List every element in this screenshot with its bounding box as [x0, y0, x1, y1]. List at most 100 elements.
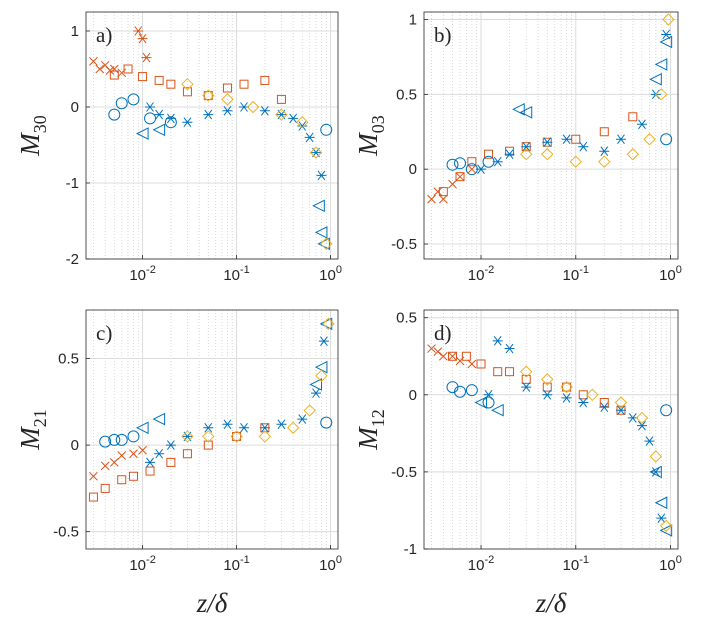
y-tick-label: -0.5	[391, 464, 417, 481]
data-point	[259, 105, 270, 116]
x-tick-label: 10-1	[223, 554, 249, 574]
data-point	[521, 374, 531, 384]
panel-c: 10-2 10-1 100 -0.5 0 0.5 c) M21 z/δ	[15, 309, 342, 618]
data-point	[427, 344, 436, 353]
data-point	[614, 396, 628, 409]
data-point	[541, 148, 554, 161]
data-point	[165, 113, 176, 124]
data-point	[482, 396, 495, 409]
data-point	[476, 164, 487, 174]
series-blue-circle	[446, 381, 673, 417]
data-point	[542, 137, 553, 148]
x-tick-label: 10-1	[223, 264, 249, 284]
panel-b: 10-2 10-1 100 -0.5 0 0.5 1 b) M03	[353, 11, 682, 284]
data-point	[315, 369, 328, 383]
x-tick-label: 10-1	[563, 554, 589, 574]
x-axis-label: z/δ	[196, 588, 228, 618]
data-point	[318, 336, 329, 346]
data-point	[152, 412, 166, 426]
data-point	[88, 492, 98, 502]
series-blue-circle	[99, 416, 333, 448]
data-point	[203, 422, 214, 433]
data-point	[504, 343, 515, 354]
data-point	[304, 132, 315, 143]
data-point	[138, 72, 148, 82]
data-point	[239, 79, 249, 89]
x-axis-label: z/δ	[535, 588, 567, 618]
panel-label: d)	[434, 321, 452, 345]
data-point	[115, 433, 128, 446]
series-orange-cross	[427, 164, 477, 204]
data-point	[127, 430, 140, 443]
data-point	[316, 170, 327, 181]
data-point	[145, 466, 155, 476]
data-point	[454, 157, 467, 170]
data-point	[297, 121, 308, 131]
data-point	[660, 404, 673, 417]
x-tick-label: 10-2	[129, 554, 155, 574]
data-point	[505, 146, 515, 156]
data-point	[232, 431, 242, 441]
y-tick-label: 1	[409, 11, 417, 28]
series-yellow-diamond	[520, 365, 673, 533]
data-point	[635, 411, 649, 425]
data-point	[438, 187, 448, 197]
data-point	[309, 378, 322, 391]
data-point	[152, 123, 166, 137]
data-point	[260, 75, 270, 85]
data-point	[626, 148, 640, 161]
data-point	[649, 450, 663, 463]
data-point	[320, 123, 333, 136]
y-tick-label: 1	[71, 23, 79, 40]
data-point	[656, 513, 667, 523]
data-point	[230, 430, 243, 443]
data-point	[448, 351, 457, 361]
y-tick-label: 0	[409, 161, 417, 178]
y-tick-label: 0.5	[396, 86, 417, 103]
data-point	[433, 347, 443, 356]
data-point	[286, 421, 300, 434]
data-point	[474, 396, 488, 409]
x-tick-label: 10-2	[129, 264, 155, 284]
y-tick-label: 0	[71, 99, 79, 116]
data-point	[467, 157, 477, 167]
data-point	[654, 496, 668, 510]
data-point	[117, 475, 127, 485]
axes-box	[85, 309, 339, 550]
data-point	[145, 102, 156, 112]
data-point	[660, 133, 673, 146]
data-point	[129, 449, 138, 459]
series-group	[89, 26, 333, 251]
series-group	[427, 13, 675, 204]
data-point	[310, 388, 321, 398]
series-orange-square	[109, 64, 286, 104]
x-tick-label: 10-2	[468, 554, 494, 574]
series-yellow-diamond	[181, 317, 335, 443]
series-yellow-diamond	[520, 13, 675, 168]
data-point	[659, 519, 673, 533]
data-point	[561, 393, 572, 403]
x-tick-label: 10-2	[468, 264, 494, 284]
y-axis-label: M03	[353, 115, 388, 157]
data-point	[654, 58, 668, 71]
data-point	[438, 194, 448, 204]
y-tick-label: 0.5	[58, 350, 79, 367]
grid	[424, 12, 678, 259]
data-point	[99, 435, 112, 448]
data-point	[461, 351, 471, 361]
data-point	[446, 158, 459, 171]
data-point	[493, 367, 503, 377]
data-point	[476, 359, 486, 369]
data-point	[154, 448, 165, 459]
data-point	[239, 422, 250, 433]
data-point	[598, 155, 611, 168]
data-point	[95, 64, 105, 74]
y-tick-label: 0.5	[396, 310, 417, 327]
y-tick-label: -2	[66, 251, 79, 268]
data-point	[135, 421, 149, 435]
data-point	[643, 133, 656, 146]
data-point	[562, 382, 572, 392]
data-point	[512, 102, 525, 116]
data-point	[145, 457, 156, 468]
